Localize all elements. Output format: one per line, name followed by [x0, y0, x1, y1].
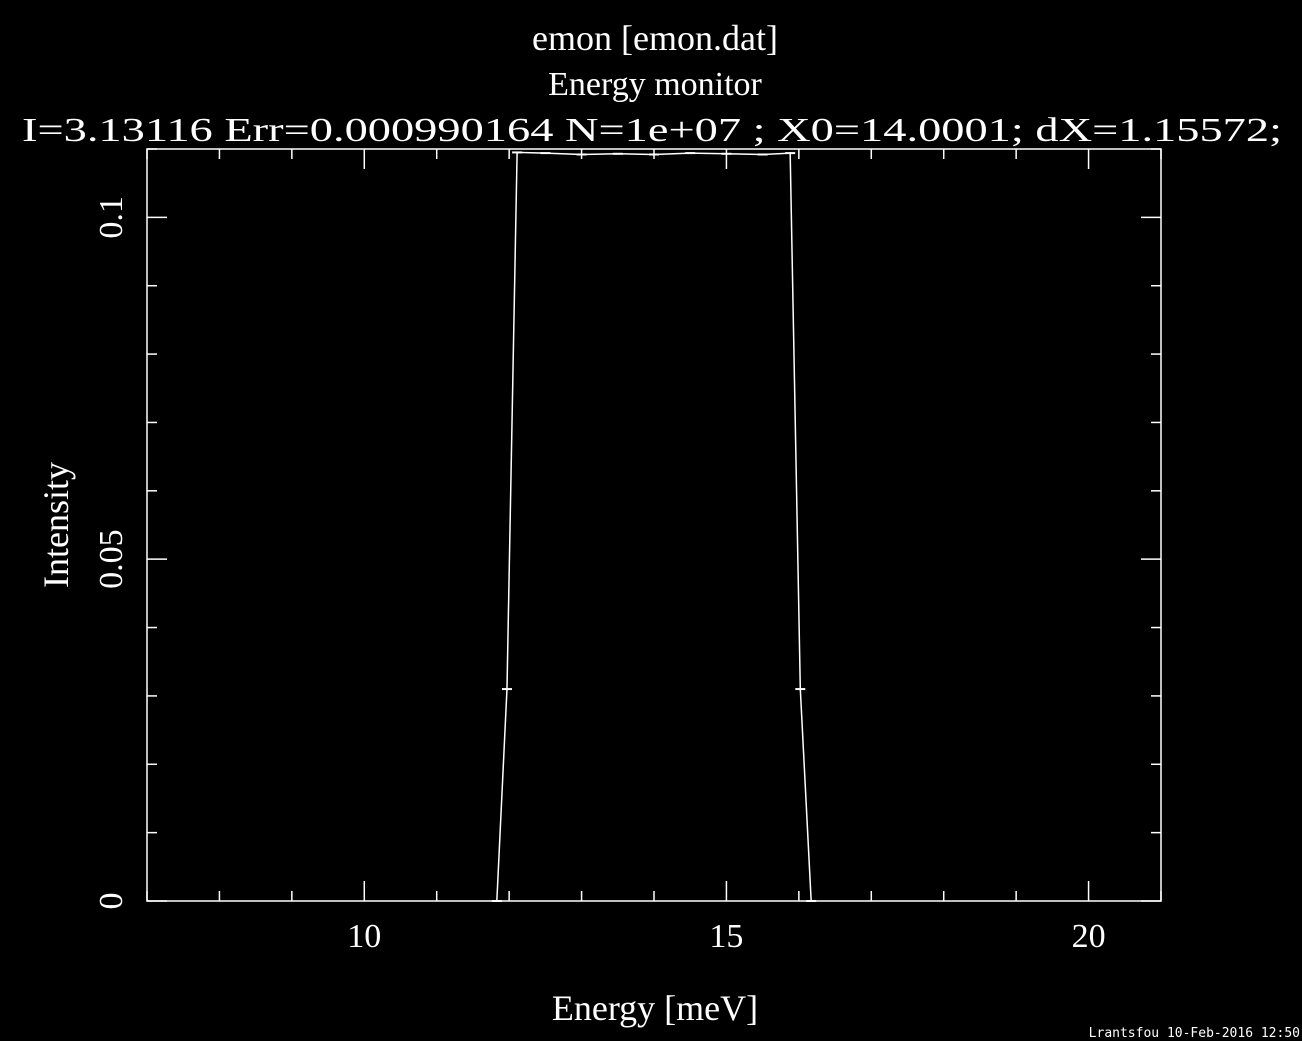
chart-title: emon [emon.dat] — [532, 18, 778, 58]
x-axis-label: Energy [meV] — [552, 988, 758, 1028]
x-tick-label: 10 — [347, 918, 381, 955]
y-tick-label: 0.1 — [93, 196, 130, 239]
x-tick-label: 15 — [709, 918, 743, 955]
y-tick-label: 0 — [93, 893, 130, 910]
y-axis-label: Intensity — [36, 462, 76, 588]
x-tick-label: 20 — [1072, 918, 1106, 955]
footer: Lrantsfou 10-Feb-2016 12:50 — [1089, 1026, 1300, 1041]
y-tick-label: 0.05 — [93, 529, 130, 589]
annotation: I=3.13116 Err=0.000990164 N=1e+07 ; X0=1… — [22, 112, 1282, 149]
chart-subtitle: Energy monitor — [548, 66, 762, 103]
